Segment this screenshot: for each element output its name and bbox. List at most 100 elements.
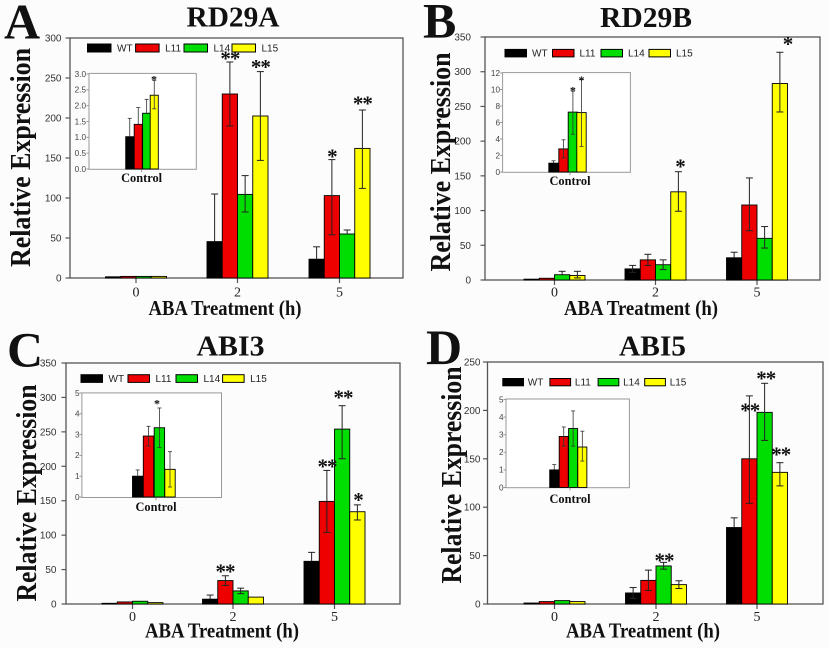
svg-text:WT: WT <box>528 377 544 388</box>
svg-text:0: 0 <box>51 600 57 611</box>
svg-text:2: 2 <box>234 286 241 301</box>
svg-text:L14: L14 <box>623 377 640 388</box>
svg-text:L15: L15 <box>676 48 693 59</box>
svg-text:1: 1 <box>499 466 504 475</box>
svg-text:Relative Expression: Relative Expression <box>437 366 468 583</box>
svg-text:L11: L11 <box>580 48 596 59</box>
svg-text:250: 250 <box>464 358 481 369</box>
svg-text:50: 50 <box>45 565 57 576</box>
svg-text:Control: Control <box>136 500 178 514</box>
svg-text:1: 1 <box>75 472 80 481</box>
svg-text:**: ** <box>740 399 760 423</box>
svg-text:100: 100 <box>45 194 62 205</box>
svg-text:6: 6 <box>495 118 500 127</box>
svg-text:WT: WT <box>109 374 125 385</box>
svg-text:5: 5 <box>331 610 338 625</box>
svg-text:5: 5 <box>75 389 80 398</box>
svg-text:1.0: 1.0 <box>75 133 87 142</box>
svg-text:L14: L14 <box>628 48 645 59</box>
svg-text:Control: Control <box>550 174 592 188</box>
svg-text:ABA Treatment (h): ABA Treatment (h) <box>564 296 718 320</box>
svg-text:4: 4 <box>499 413 504 422</box>
svg-text:0.5: 0.5 <box>75 149 87 158</box>
svg-text:12: 12 <box>491 69 501 78</box>
svg-text:2: 2 <box>652 286 659 301</box>
svg-text:2: 2 <box>75 451 80 460</box>
svg-text:Control: Control <box>121 171 163 185</box>
svg-text:RD29B: RD29B <box>600 2 692 34</box>
svg-text:300: 300 <box>45 34 62 45</box>
svg-text:1.5: 1.5 <box>75 117 87 126</box>
svg-text:150: 150 <box>464 454 481 465</box>
svg-text:0: 0 <box>75 493 80 502</box>
svg-text:2: 2 <box>653 610 660 625</box>
svg-text:3: 3 <box>499 431 504 440</box>
svg-text:C: C <box>7 322 43 378</box>
svg-text:100: 100 <box>40 531 57 542</box>
svg-text:ABA Treatment (h): ABA Treatment (h) <box>145 619 299 643</box>
svg-text:L14: L14 <box>214 44 231 55</box>
svg-text:2.5: 2.5 <box>75 86 87 95</box>
svg-text:250: 250 <box>40 427 57 438</box>
svg-text:L11: L11 <box>156 374 172 385</box>
svg-text:250: 250 <box>45 74 62 85</box>
svg-text:0: 0 <box>495 168 500 177</box>
svg-text:100: 100 <box>464 503 481 514</box>
svg-text:0.0: 0.0 <box>75 165 87 174</box>
svg-text:150: 150 <box>40 496 57 507</box>
svg-text:RD29A: RD29A <box>187 2 280 34</box>
svg-text:5: 5 <box>754 610 761 625</box>
svg-text:2: 2 <box>499 448 504 457</box>
svg-text:Relative Expression: Relative Expression <box>12 384 43 601</box>
svg-text:*: * <box>783 32 793 56</box>
svg-text:8: 8 <box>495 102 500 111</box>
svg-text:ABA Treatment (h): ABA Treatment (h) <box>566 619 720 643</box>
svg-text:0: 0 <box>465 276 471 287</box>
svg-text:2: 2 <box>495 151 500 160</box>
svg-text:**: ** <box>353 92 373 116</box>
svg-text:2: 2 <box>230 610 237 625</box>
svg-text:0: 0 <box>551 610 558 625</box>
svg-text:L15: L15 <box>670 377 687 388</box>
svg-text:WT: WT <box>117 44 133 55</box>
svg-text:A: A <box>4 0 40 49</box>
svg-text:4: 4 <box>495 135 500 144</box>
svg-text:ABA Treatment (h): ABA Treatment (h) <box>149 296 302 320</box>
svg-text:300: 300 <box>40 393 57 404</box>
svg-text:L15: L15 <box>262 44 279 55</box>
svg-text:50: 50 <box>460 241 472 252</box>
svg-text:ABI3: ABI3 <box>197 331 265 363</box>
svg-text:100: 100 <box>454 206 471 217</box>
svg-text:L15: L15 <box>250 374 267 385</box>
svg-text:*: * <box>570 83 576 97</box>
svg-text:4: 4 <box>75 410 80 419</box>
svg-text:Control: Control <box>550 492 592 506</box>
svg-text:0: 0 <box>475 600 481 611</box>
svg-text:150: 150 <box>45 154 62 165</box>
svg-text:**: ** <box>251 55 271 79</box>
svg-text:*: * <box>327 145 337 169</box>
svg-text:**: ** <box>655 549 675 573</box>
svg-text:5: 5 <box>336 286 343 301</box>
svg-text:L11: L11 <box>165 44 181 55</box>
svg-text:*: * <box>579 73 585 87</box>
svg-text:D: D <box>426 319 462 375</box>
svg-text:350: 350 <box>454 33 471 44</box>
svg-text:L11: L11 <box>575 377 591 388</box>
svg-text:*: * <box>151 72 157 86</box>
svg-text:B: B <box>423 0 456 49</box>
svg-text:200: 200 <box>464 406 481 417</box>
svg-text:200: 200 <box>40 462 57 473</box>
svg-text:L14: L14 <box>204 374 221 385</box>
svg-text:5: 5 <box>754 286 761 301</box>
svg-text:50: 50 <box>50 234 62 245</box>
svg-text:**: ** <box>771 443 791 467</box>
svg-text:350: 350 <box>40 359 57 370</box>
svg-text:200: 200 <box>45 114 62 125</box>
svg-text:Relative Expression: Relative Expression <box>6 48 37 267</box>
svg-text:0: 0 <box>129 610 136 625</box>
svg-text:0: 0 <box>56 274 62 285</box>
svg-text:Relative Expression: Relative Expression <box>426 52 457 271</box>
svg-text:3.0: 3.0 <box>75 70 87 79</box>
svg-text:50: 50 <box>469 551 481 562</box>
